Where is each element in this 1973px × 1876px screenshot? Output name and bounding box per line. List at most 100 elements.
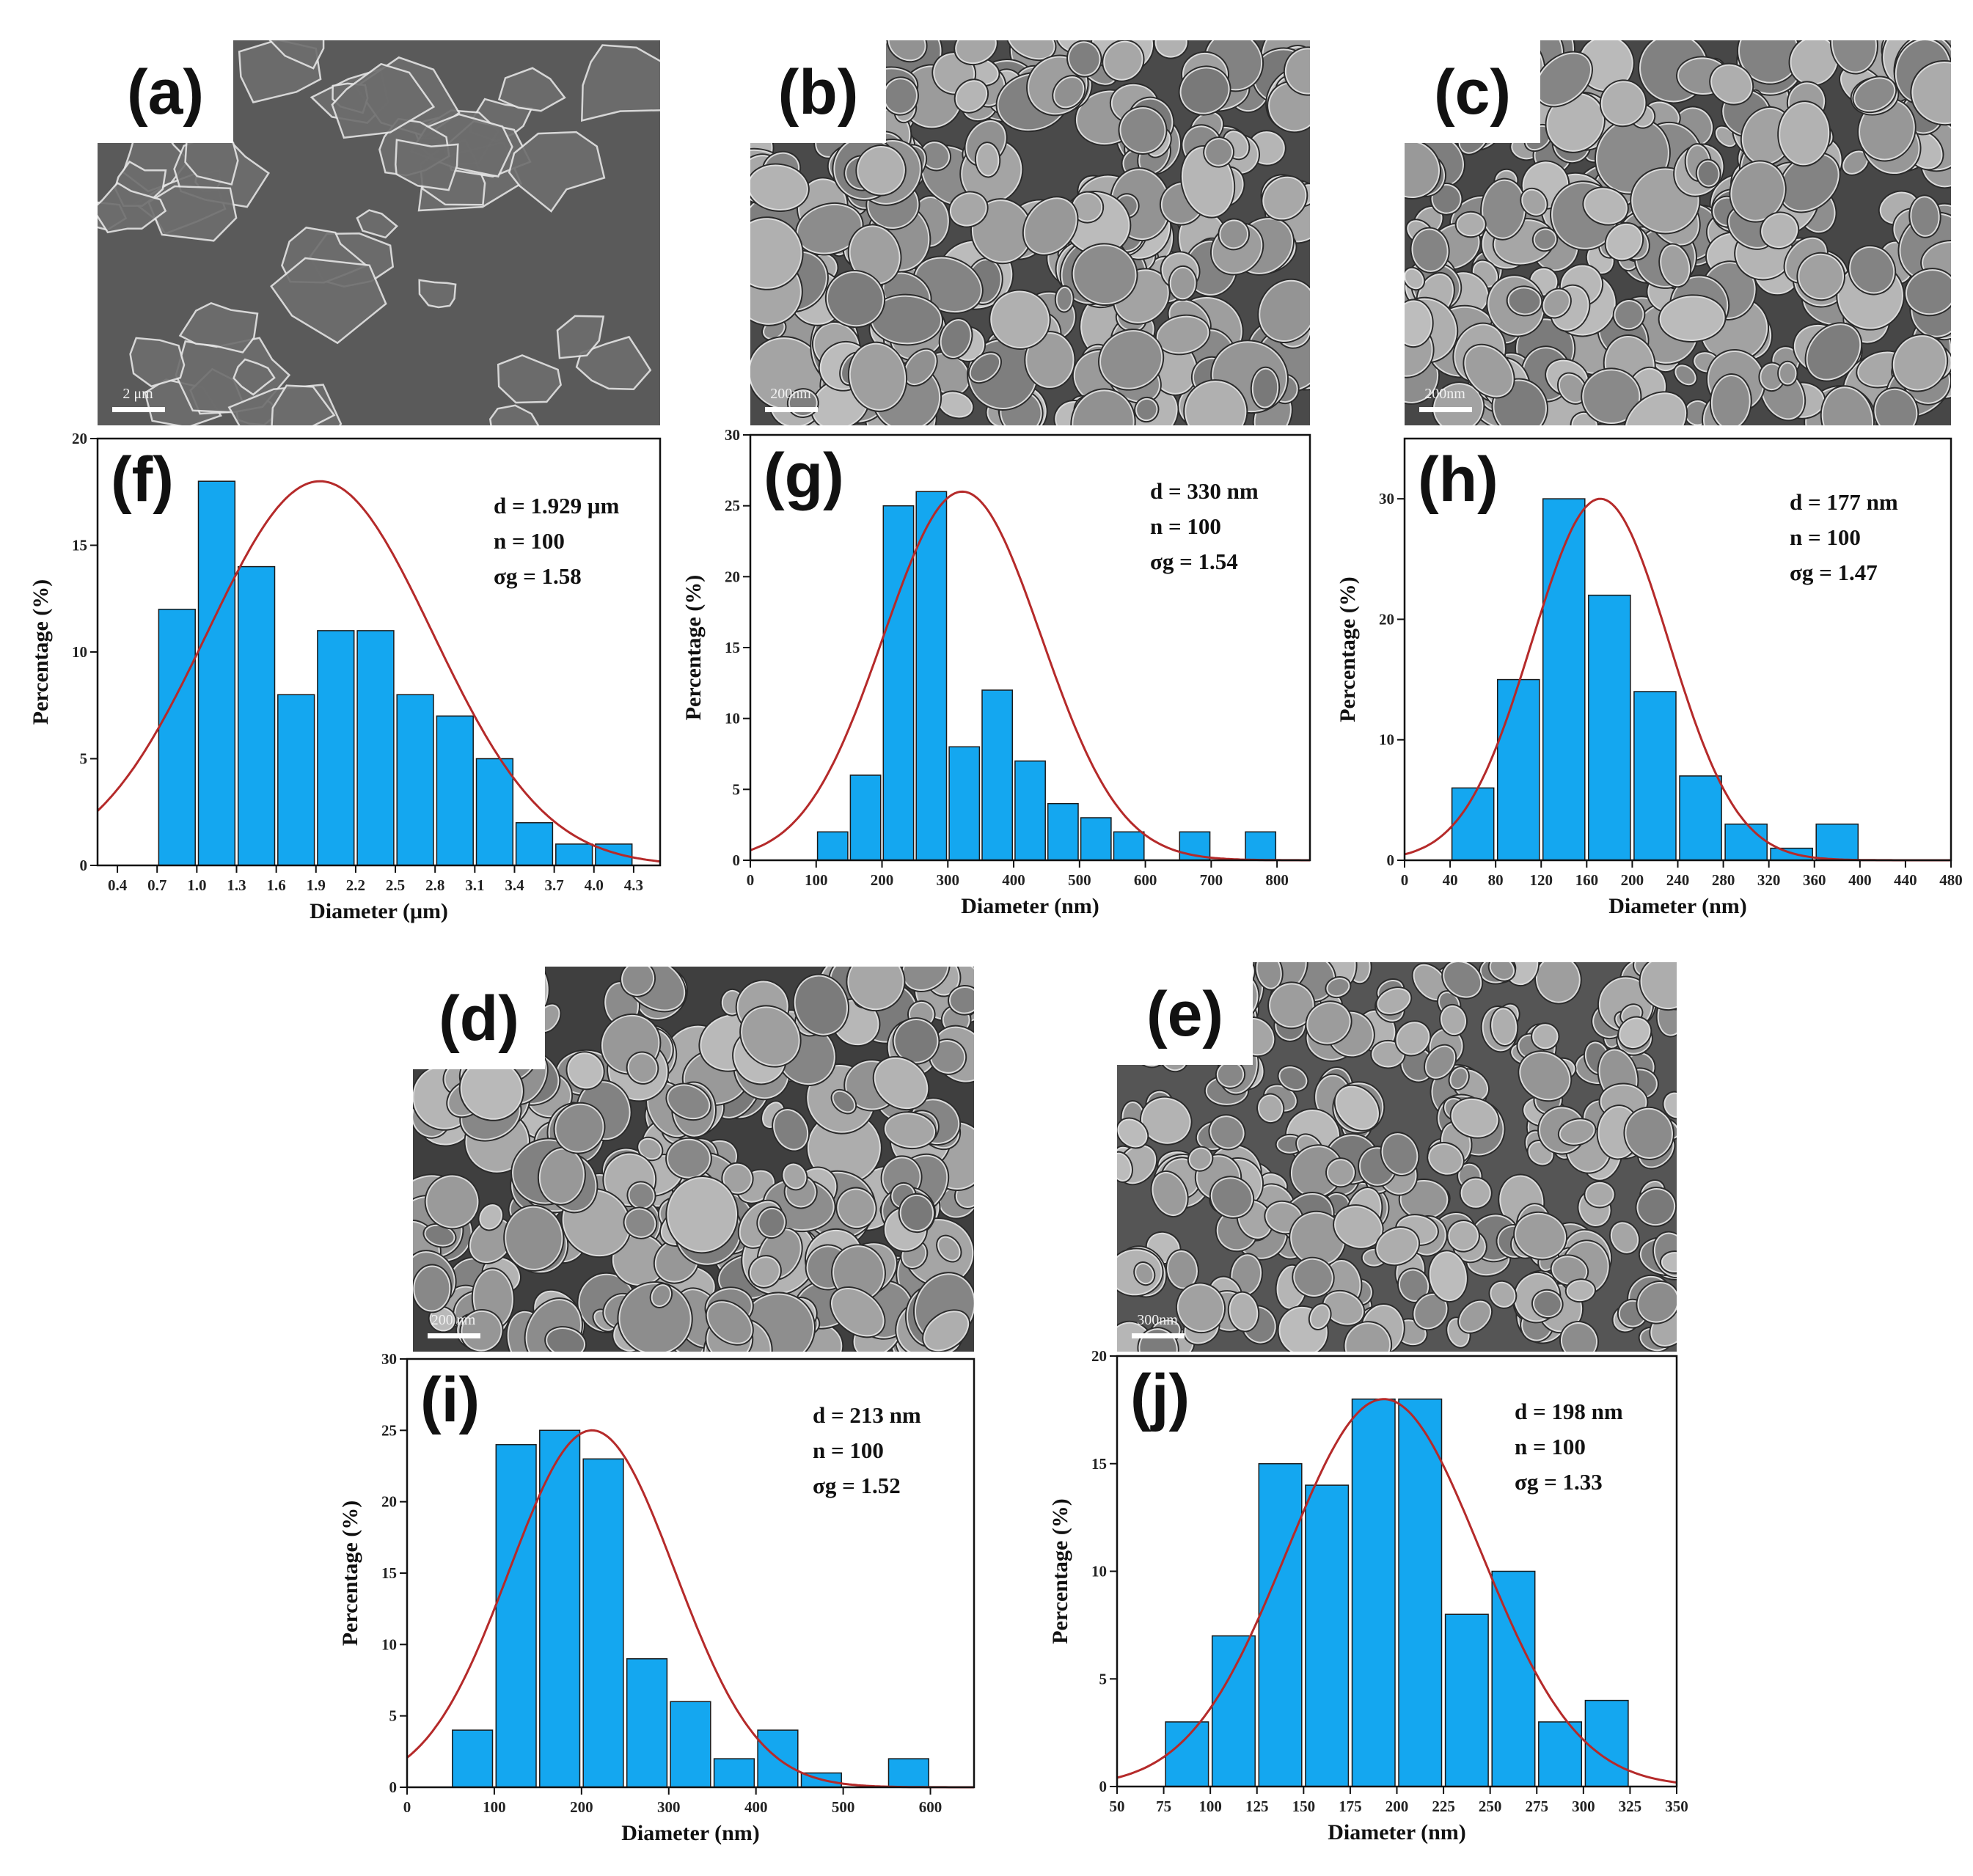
grain xyxy=(1515,1212,1567,1259)
fit-curve xyxy=(750,490,1310,862)
grain xyxy=(1119,107,1166,153)
stats-line: d = 1.929 μm xyxy=(494,493,619,519)
grain xyxy=(1135,397,1158,422)
x-tick-label: 3.4 xyxy=(505,876,524,894)
y-tick-label: 0 xyxy=(389,1778,398,1796)
flake xyxy=(268,40,325,70)
y-tick-label: 30 xyxy=(381,1350,397,1368)
grain xyxy=(1396,1022,1430,1055)
sem-texture xyxy=(98,40,660,425)
grain xyxy=(1278,1066,1308,1091)
grain xyxy=(955,80,988,112)
grain xyxy=(1204,138,1234,166)
histogram-bar xyxy=(1113,831,1145,861)
x-tick-label: 300 xyxy=(657,1798,681,1816)
x-tick-label: 350 xyxy=(1665,1798,1688,1815)
grain xyxy=(1542,289,1570,318)
grain xyxy=(1405,140,1441,199)
histogram-bar xyxy=(1047,802,1079,861)
histogram-bar xyxy=(1451,787,1495,861)
grain xyxy=(1135,1263,1154,1285)
histogram-bar xyxy=(317,630,355,866)
sem-texture xyxy=(1117,962,1677,1352)
x-tick-label: 100 xyxy=(805,871,828,889)
grain xyxy=(1210,1177,1253,1217)
grain xyxy=(1779,102,1830,166)
grain xyxy=(505,1206,563,1270)
grain xyxy=(1460,1178,1491,1208)
histogram-bar xyxy=(626,1658,668,1788)
stats-line: d = 330 nm xyxy=(1150,478,1259,504)
sem-images-layer: (a) 2 μm (b) 200nm (c) 200nm (d) 200 nm (e) 300nm xyxy=(98,40,1951,1352)
grain xyxy=(847,967,904,1011)
histogram-bar xyxy=(1080,817,1112,861)
grain xyxy=(1600,81,1646,126)
x-tick-label: 120 xyxy=(1530,871,1553,889)
stats-line: σg = 1.58 xyxy=(494,563,582,589)
grain xyxy=(1072,389,1135,425)
grain xyxy=(1290,1146,1342,1198)
grain xyxy=(1428,1143,1463,1175)
grain xyxy=(1806,323,1862,381)
grain xyxy=(1906,269,1951,315)
grain xyxy=(1219,219,1249,249)
x-tick-label: 1.3 xyxy=(227,876,246,894)
panel-label-f: (f) xyxy=(111,444,174,515)
histogram-bar xyxy=(1398,1398,1443,1787)
histogram-bar xyxy=(197,480,236,866)
grain xyxy=(1443,962,1482,998)
y-tick-label: 0 xyxy=(733,851,741,869)
grain xyxy=(413,1265,451,1312)
histogram-bar xyxy=(1679,775,1722,861)
grain xyxy=(1179,67,1230,114)
grain xyxy=(831,1288,885,1337)
grain xyxy=(1779,153,1840,212)
grain xyxy=(1176,1283,1225,1333)
y-tick-label: 5 xyxy=(389,1707,398,1725)
grain xyxy=(1053,76,1085,109)
grain xyxy=(1269,983,1314,1028)
x-axis-label: Diameter (μm) xyxy=(310,899,448,923)
stats-line: n = 100 xyxy=(1150,513,1221,539)
grain xyxy=(627,1052,658,1083)
x-tick-label: 125 xyxy=(1245,1798,1269,1815)
stats-line: σg = 1.52 xyxy=(813,1473,901,1498)
grain xyxy=(425,1175,479,1228)
panel-label-box xyxy=(98,40,233,143)
grain xyxy=(1491,1008,1518,1046)
y-tick-label: 20 xyxy=(381,1493,397,1511)
x-tick-label: 400 xyxy=(744,1798,768,1816)
x-tick-label: 50 xyxy=(1110,1798,1125,1815)
x-tick-label: 240 xyxy=(1666,871,1690,889)
grain xyxy=(1532,1290,1562,1318)
grain xyxy=(1849,246,1895,294)
histogram-bar xyxy=(713,1758,755,1788)
grain xyxy=(1459,1300,1492,1333)
y-tick-label: 15 xyxy=(725,639,740,656)
x-tick-label: 2.2 xyxy=(346,876,365,894)
flake xyxy=(129,337,186,388)
x-tick-label: 700 xyxy=(1200,871,1223,889)
grain xyxy=(1489,962,1515,981)
x-tick-label: 600 xyxy=(919,1798,942,1816)
y-tick-label: 0 xyxy=(80,857,88,874)
grain xyxy=(1533,228,1557,251)
grain xyxy=(1625,392,1687,425)
histogram-bar xyxy=(1538,1721,1583,1787)
grain xyxy=(826,271,885,327)
flake xyxy=(575,335,652,390)
histogram-bar xyxy=(356,630,395,866)
grain xyxy=(1023,197,1077,254)
histogram-bar xyxy=(1724,823,1768,861)
y-tick-label: 10 xyxy=(72,643,87,661)
histogram-f: 0.4 0.7 1.0 1.3 1.6 1.9 2.2 2.5 2.8 3.1 3.4 3.7 4.0 4… xyxy=(29,430,662,923)
stats-line: σg = 1.33 xyxy=(1515,1469,1603,1495)
grain xyxy=(1229,1292,1259,1331)
x-tick-label: 480 xyxy=(1939,871,1963,889)
histograms-layer: 0.4 0.7 1.0 1.3 1.6 1.9 2.2 2.5 2.8 3.1 3.4 3.7 4.0 4… xyxy=(29,426,1963,1845)
x-tick-label: 325 xyxy=(1619,1798,1642,1815)
flake xyxy=(270,257,387,345)
grain xyxy=(937,1236,961,1261)
y-tick-label: 0 xyxy=(1387,851,1395,869)
grain xyxy=(1154,40,1187,58)
